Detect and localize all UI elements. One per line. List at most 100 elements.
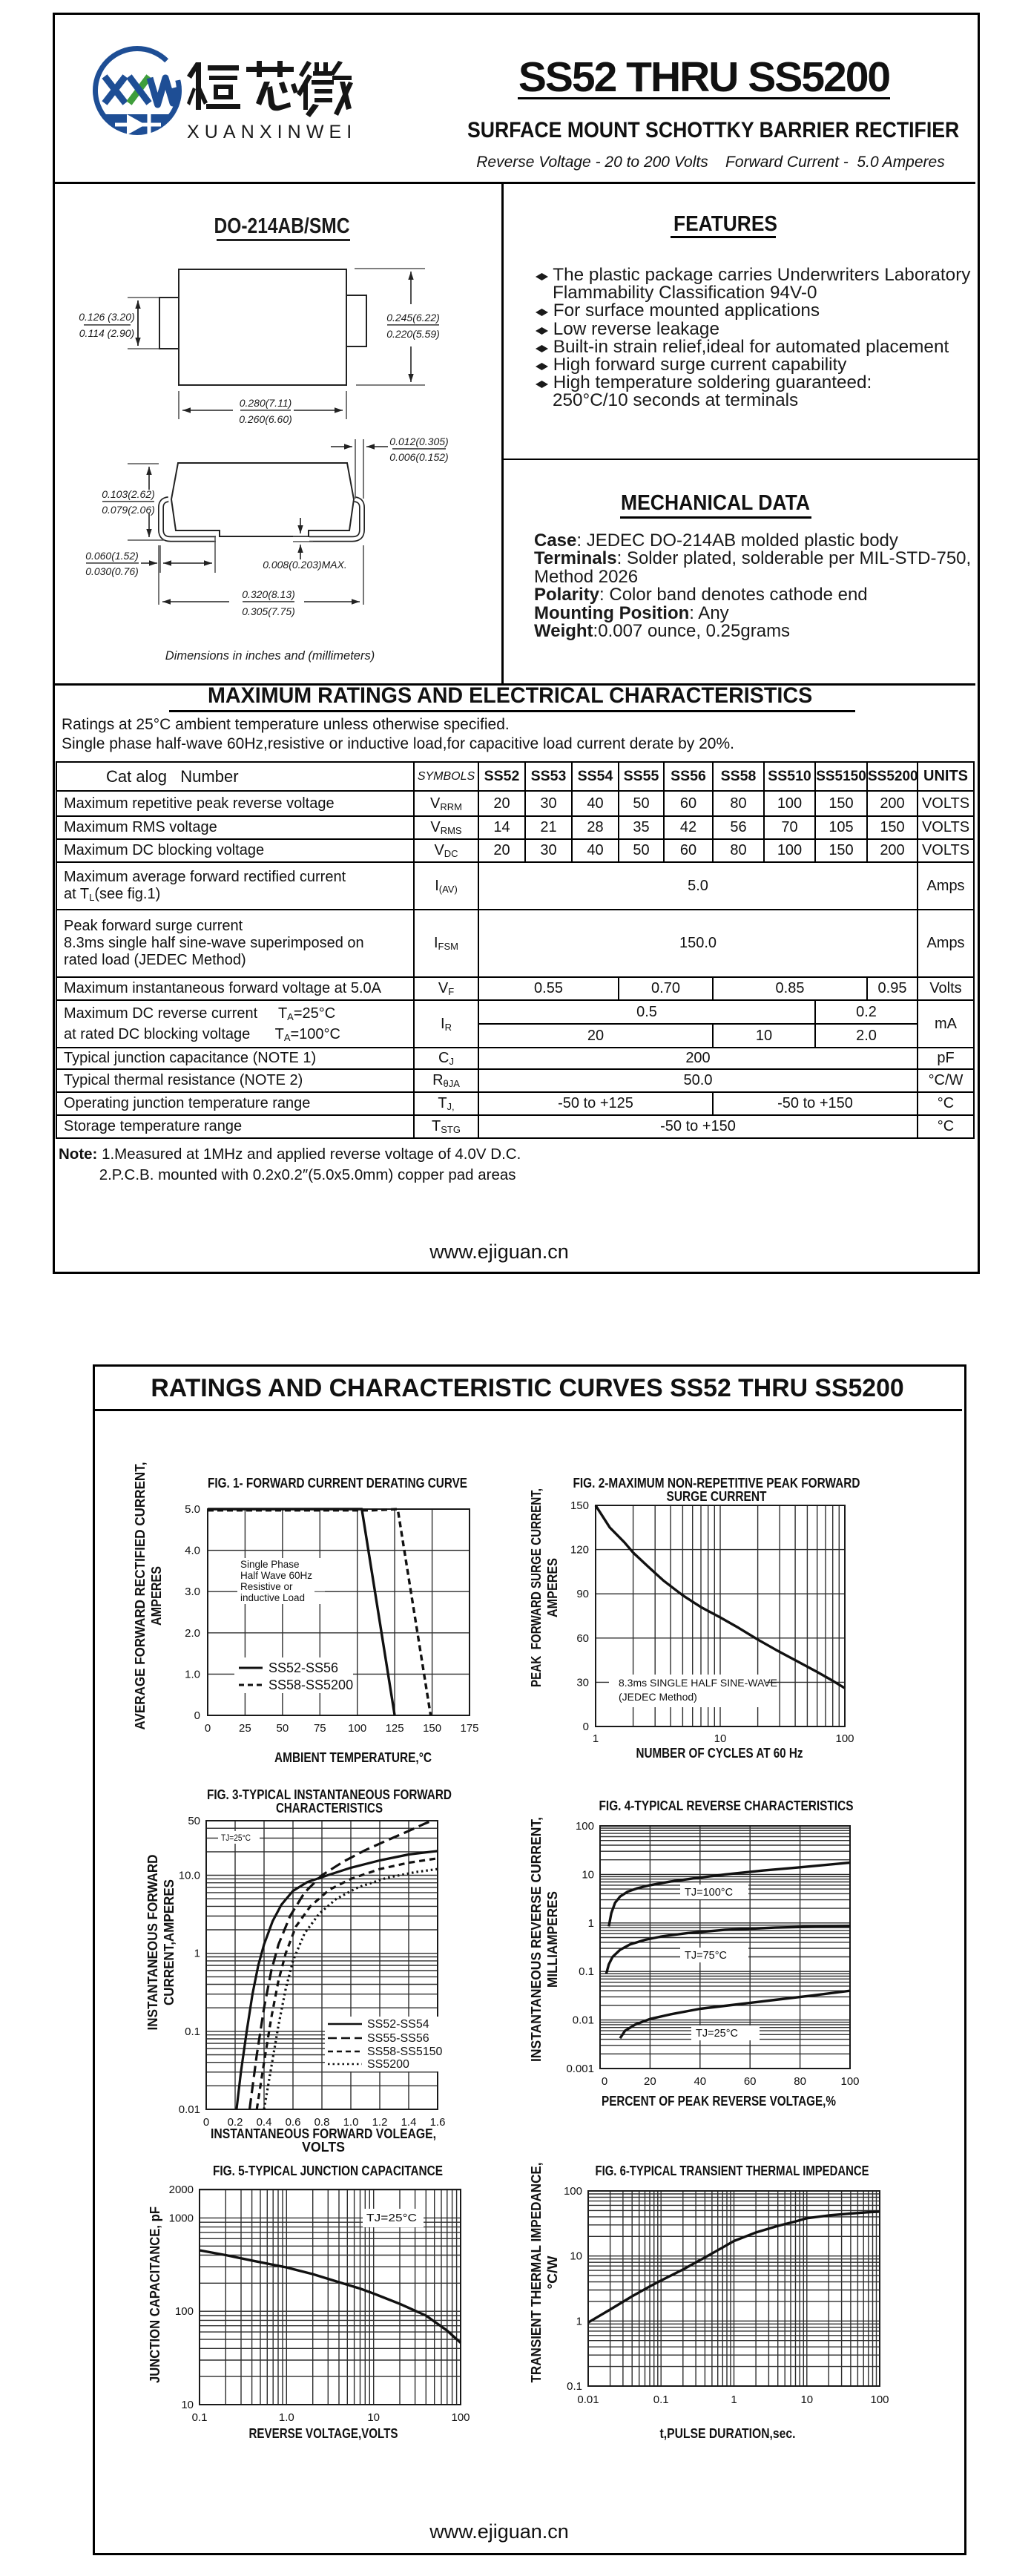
svg-text:2000: 2000 [169, 2184, 194, 2196]
svg-text:100: 100 [870, 2393, 889, 2406]
svg-text:TJ=25°C: TJ=25°C [696, 2028, 738, 2040]
svg-text:Dimensions in inches and (mill: Dimensions in inches and (millimeters) [165, 649, 375, 663]
svg-text:0.01: 0.01 [577, 2393, 599, 2406]
svg-text:0.245(6.22): 0.245(6.22) [386, 312, 440, 323]
svg-text:0.012(0.305): 0.012(0.305) [389, 436, 448, 447]
svg-text:INSTANTANEOUS FORWARD: INSTANTANEOUS FORWARD [145, 1855, 160, 2031]
svg-text:0.006(0.152): 0.006(0.152) [389, 451, 448, 463]
svg-text:1: 1 [588, 1917, 594, 1930]
svg-text:0.079(2.06): 0.079(2.06) [102, 504, 155, 516]
svg-text:1000: 1000 [169, 2212, 194, 2224]
svg-text:SS55-SS56: SS55-SS56 [367, 2032, 429, 2045]
svg-text:AMPERES: AMPERES [545, 1558, 560, 1617]
svg-text:25: 25 [239, 1722, 251, 1735]
svg-text:CHARACTERISTICS: CHARACTERISTICS [276, 1801, 383, 1816]
svg-text:50: 50 [188, 1815, 200, 1827]
svg-text:0: 0 [203, 2116, 209, 2129]
svg-text:TJ=75°C: TJ=75°C [685, 1950, 727, 1962]
svg-text:1: 1 [593, 1732, 599, 1745]
svg-text:SS52-SS54: SS52-SS54 [367, 2018, 429, 2031]
svg-text:inductive Load: inductive Load [240, 1592, 305, 1603]
svg-text:175: 175 [460, 1722, 478, 1735]
svg-text:NUMBER OF CYCLES AT 60 Hz: NUMBER OF CYCLES AT 60 Hz [636, 1746, 803, 1761]
svg-text:FIG. 4-TYPICAL REVERSE CHARACT: FIG. 4-TYPICAL REVERSE CHARACTERISTICS [599, 1798, 854, 1813]
svg-text:0.280(7.11): 0.280(7.11) [240, 397, 292, 409]
svg-text:0.103(2.62): 0.103(2.62) [102, 488, 155, 500]
svg-text:0.260(6.60): 0.260(6.60) [239, 413, 292, 425]
svg-text:AVERAGE FORWARD RECTIFIED CURR: AVERAGE FORWARD RECTIFIED CURRENT, [133, 1462, 148, 1730]
svg-text:FIG. 1- FORWARD CURRENT DERATI: FIG. 1- FORWARD CURRENT DERATING CURVE [208, 1476, 467, 1491]
svg-text:0.114 (2.90): 0.114 (2.90) [79, 327, 134, 339]
svg-text:8.3ms SINGLE HALF SINE-WAVE: 8.3ms SINGLE HALF SINE-WAVE [619, 1677, 777, 1689]
svg-text:2.0: 2.0 [185, 1627, 200, 1640]
svg-text:INSTANTANEOUS FORWARD VOLEAGE,: INSTANTANEOUS FORWARD VOLEAGE, [211, 2126, 436, 2141]
svg-text:FIG. 2-MAXIMUM NON-REPETITIVE: FIG. 2-MAXIMUM NON-REPETITIVE PEAK FORWA… [573, 1476, 860, 1491]
svg-text:AMPERES: AMPERES [149, 1566, 164, 1626]
svg-text:AMBIENT TEMPERATURE,°C: AMBIENT TEMPERATURE,°C [274, 1750, 432, 1765]
svg-text:0.4: 0.4 [257, 2116, 272, 2129]
svg-text:SS5200: SS5200 [367, 2058, 409, 2071]
svg-text:1.0: 1.0 [279, 2411, 294, 2424]
svg-text:10: 10 [367, 2411, 380, 2424]
svg-text:0.001: 0.001 [566, 2063, 594, 2075]
svg-text:1.0: 1.0 [343, 2116, 359, 2129]
svg-text:0.305(7.75): 0.305(7.75) [242, 605, 295, 617]
svg-text:0: 0 [602, 2075, 607, 2088]
svg-text:0.8: 0.8 [314, 2116, 330, 2129]
svg-text:t,PULSE DURATION,sec.: t,PULSE DURATION,sec. [660, 2426, 796, 2441]
svg-text:TRANSIENT THERMAL IMPEDANCE,: TRANSIENT THERMAL IMPEDANCE, [529, 2163, 544, 2383]
svg-text:0: 0 [583, 1721, 589, 1733]
svg-text:0.126 (3.20): 0.126 (3.20) [79, 311, 135, 323]
svg-text:0.1: 0.1 [567, 2380, 582, 2393]
svg-text:100: 100 [175, 2305, 194, 2318]
svg-text:0.1: 0.1 [192, 2411, 208, 2424]
svg-text:0.2: 0.2 [228, 2116, 243, 2129]
svg-text:PERCENT OF PEAK REVERSE VOLTAG: PERCENT OF PEAK REVERSE VOLTAGE,% [602, 2094, 836, 2109]
svg-text:5.0: 5.0 [185, 1503, 200, 1516]
svg-text:150: 150 [423, 1722, 441, 1735]
svg-text:10: 10 [714, 1732, 727, 1745]
svg-text:0: 0 [194, 1709, 200, 1722]
svg-text:0.320(8.13): 0.320(8.13) [242, 588, 295, 600]
svg-text:10.0: 10.0 [179, 1870, 200, 1882]
svg-text:REVERSE VOLTAGE,VOLTS: REVERSE VOLTAGE,VOLTS [249, 2426, 398, 2441]
svg-text:0.1: 0.1 [579, 1965, 594, 1978]
svg-text:Resistive or: Resistive or [240, 1581, 293, 1592]
svg-text:0.060(1.52): 0.060(1.52) [85, 550, 139, 562]
svg-text:1.0: 1.0 [185, 1668, 200, 1680]
svg-text:JUNCTION CAPACITANCE, pF: JUNCTION CAPACITANCE, pF [148, 2207, 162, 2383]
svg-text:0.01: 0.01 [573, 2014, 594, 2027]
svg-text:0.01: 0.01 [179, 2103, 200, 2116]
svg-text:10: 10 [570, 2250, 582, 2263]
svg-text:1: 1 [194, 1948, 200, 1960]
svg-text:0.030(0.76): 0.030(0.76) [85, 565, 139, 577]
svg-text:50: 50 [277, 1722, 289, 1735]
svg-text:10: 10 [181, 2399, 194, 2411]
svg-text:PEAK FORWARD SURGE CURRENT,: PEAK FORWARD SURGE CURRENT, [529, 1488, 544, 1687]
svg-text:SS58-SS5150: SS58-SS5150 [367, 2046, 443, 2058]
svg-text:80: 80 [794, 2075, 806, 2088]
svg-text:60: 60 [576, 1632, 589, 1645]
svg-text:0.6: 0.6 [286, 2116, 301, 2129]
svg-text:30: 30 [576, 1676, 589, 1689]
svg-text:INSTANTANEOUS REVERSE CURRENT,: INSTANTANEOUS REVERSE CURRENT, [529, 1817, 544, 2062]
svg-text:0.220(5.59): 0.220(5.59) [386, 328, 440, 340]
svg-text:FIG. 6-TYPICAL TRANSIENT THERM: FIG. 6-TYPICAL TRANSIENT THERMAL IMPEDAN… [596, 2163, 869, 2178]
svg-text:100: 100 [840, 2075, 859, 2088]
svg-text:SS52-SS56: SS52-SS56 [269, 1660, 338, 1675]
svg-text:0: 0 [205, 1722, 211, 1735]
svg-text:MILLIAMPERES: MILLIAMPERES [545, 1891, 560, 1988]
svg-text:CURRENT,AMPERES: CURRENT,AMPERES [162, 1879, 177, 2005]
svg-text:100: 100 [835, 1732, 854, 1745]
svg-text:100: 100 [576, 1820, 594, 1833]
svg-text:FIG. 5-TYPICAL JUNCTION CAPACI: FIG. 5-TYPICAL JUNCTION CAPACITANCE [213, 2163, 443, 2178]
svg-text:150: 150 [570, 1499, 589, 1512]
svg-text:90: 90 [576, 1588, 589, 1600]
svg-text:0.1: 0.1 [653, 2393, 669, 2406]
svg-text:1: 1 [731, 2393, 737, 2406]
svg-text:1: 1 [576, 2315, 582, 2327]
svg-text:Single Phase: Single Phase [240, 1559, 300, 1570]
svg-text:FIG. 3-TYPICAL INSTANTANEOUS F: FIG. 3-TYPICAL INSTANTANEOUS FORWARD [207, 1787, 452, 1802]
svg-text:Half Wave 60Hz: Half Wave 60Hz [240, 1570, 312, 1581]
svg-text:SURGE CURRENT: SURGE CURRENT [667, 1489, 767, 1504]
